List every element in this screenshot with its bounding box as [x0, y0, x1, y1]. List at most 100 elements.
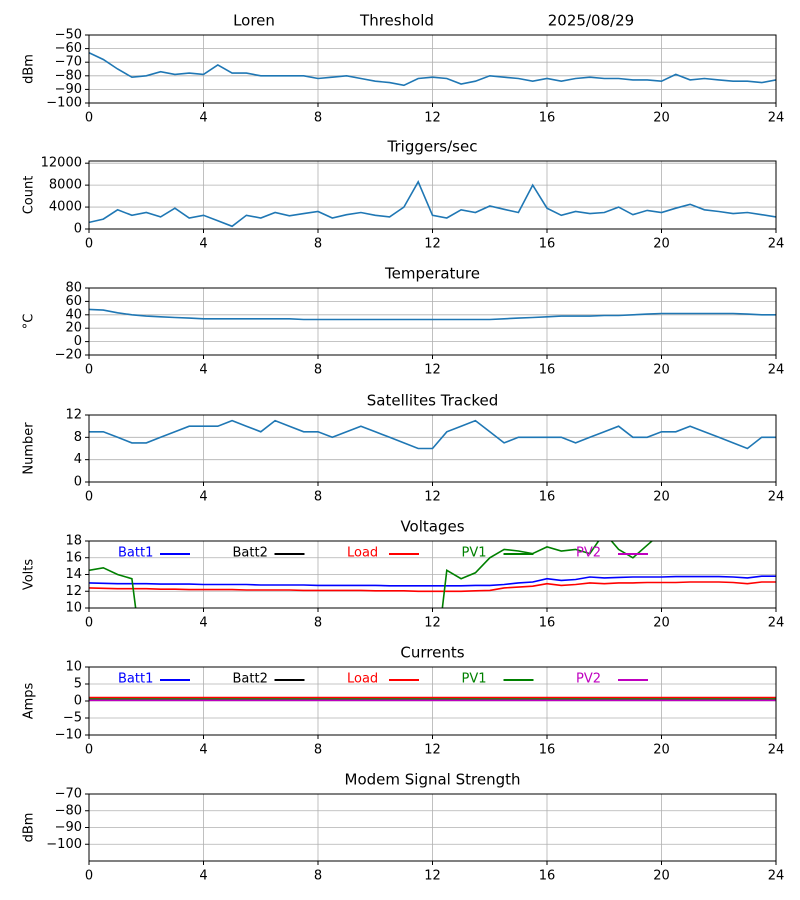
x-tick-label: 4: [199, 237, 207, 252]
y-axis-label: Amps: [22, 682, 37, 719]
y-tick-label: 40: [65, 307, 82, 322]
y-axis-label: °C: [22, 314, 37, 330]
y-tick-label: 4: [74, 452, 82, 467]
y-tick-label: −100: [46, 837, 82, 852]
legend-label: Load: [347, 546, 378, 561]
y-tick-label: 14: [65, 567, 82, 582]
x-tick-label: 0: [85, 616, 93, 631]
x-tick-label: 20: [653, 111, 670, 126]
x-tick-label: 12: [424, 869, 441, 884]
x-tick-label: 0: [85, 743, 93, 758]
chart-title: Voltages: [400, 518, 464, 536]
y-tick-label: 8000: [49, 178, 82, 193]
x-tick-label: 24: [768, 111, 785, 126]
x-tick-label: 16: [539, 869, 556, 884]
y-axis-label: Volts: [22, 559, 37, 591]
y-tick-label: −10: [55, 728, 82, 743]
y-tick-label: −90: [55, 82, 82, 97]
chart-title: Triggers/sec: [387, 138, 478, 156]
x-tick-label: 4: [199, 490, 207, 505]
x-tick-label: 4: [199, 363, 207, 378]
series-line: [89, 308, 776, 321]
axes-frame: [88, 414, 777, 483]
x-tick-label: 8: [314, 490, 322, 505]
x-tick-label: 16: [539, 111, 556, 126]
y-tick-label: 16: [65, 550, 82, 565]
x-tick-label: 4: [199, 111, 207, 126]
y-tick-label: 12: [65, 408, 82, 423]
x-tick-label: 8: [314, 616, 322, 631]
y-tick-label: 0: [74, 475, 82, 490]
panel: 0 4 8 12 16 20 24 −100 −90 −80−70 Modem Signal Str…: [22, 771, 785, 884]
x-tick-label: 24: [768, 743, 785, 758]
axes-frame: [88, 160, 777, 230]
chart-title: Temperature: [384, 265, 480, 283]
x-tick-label: 24: [768, 237, 785, 252]
y-tick-label: −5: [63, 711, 82, 726]
y-tick-label: 5: [74, 677, 82, 692]
chart-title: Loren: [233, 12, 275, 30]
y-axis-label: Count: [22, 176, 37, 215]
chart-title: Currents: [400, 644, 464, 662]
x-tick-label: 8: [314, 111, 322, 126]
series-line: [89, 51, 776, 87]
y-tick-label: 12: [65, 584, 82, 599]
x-tick-label: 20: [653, 743, 670, 758]
x-tick-label: 8: [314, 237, 322, 252]
x-tick-label: 8: [314, 363, 322, 378]
x-tick-label: 0: [85, 237, 93, 252]
panel: 0 4 8 12 16 20 24 0 4000 8000 12000 Triggers/sec Cou…: [22, 138, 785, 252]
legend-label: PV1: [462, 546, 487, 561]
y-tick-label: 4000: [49, 200, 82, 215]
x-tick-label: 20: [653, 869, 670, 884]
x-tick-label: 12: [424, 743, 441, 758]
series-line: [89, 419, 776, 450]
axes-frame: [88, 666, 777, 736]
x-tick-label: 20: [653, 237, 670, 252]
x-tick-label: 8: [314, 743, 322, 758]
y-tick-label: −80: [55, 803, 82, 818]
y-axis-label: dBm: [22, 54, 37, 84]
panel: 0 4 8 12 16 20 24 −10 −5 0 5 10 Batt1 Batt2 Load PV1 PV2…: [22, 644, 785, 758]
x-tick-label: 16: [539, 616, 556, 631]
axes-frame: [88, 793, 777, 862]
y-axis-label: Number: [22, 422, 37, 475]
x-tick-label: 24: [768, 616, 785, 631]
x-tick-label: 24: [768, 869, 785, 884]
x-tick-label: 0: [85, 869, 93, 884]
y-tick-label: −80: [55, 68, 82, 83]
x-tick-label: 20: [653, 616, 670, 631]
y-tick-label: 18: [65, 534, 82, 549]
y-tick-label: 10: [65, 601, 82, 616]
x-tick-label: 20: [653, 363, 670, 378]
y-tick-label: −70: [55, 787, 82, 802]
y-tick-label: 20: [65, 321, 82, 336]
y-axis-label: dBm: [22, 813, 37, 843]
x-tick-label: 4: [199, 616, 207, 631]
x-tick-label: 12: [424, 490, 441, 505]
x-tick-label: 20: [653, 490, 670, 505]
panel: 0 4 8 12 16 20 24 0 4 8 12 Satellites Tracked Number: [22, 392, 785, 505]
y-tick-label: −90: [55, 820, 82, 835]
x-tick-label: 8: [314, 869, 322, 884]
x-tick-label: 0: [85, 111, 93, 126]
y-tick-label: −60: [55, 41, 82, 56]
axes-frame: [88, 287, 777, 356]
y-tick-label: 10: [65, 660, 82, 675]
x-tick-label: 24: [768, 363, 785, 378]
series-line: [89, 575, 776, 587]
x-tick-label: 0: [85, 490, 93, 505]
legend-label: Batt2: [233, 546, 268, 561]
legend-label: Batt1: [118, 672, 153, 687]
legend-label: Load: [347, 672, 378, 687]
y-tick-label: −70: [55, 55, 82, 70]
panel: 0 4 8 12 16 20 24 −100−90−80−70−60−50 Loren Thres…: [22, 12, 785, 126]
y-tick-label: 0: [74, 222, 82, 237]
chart-title: Satellites Tracked: [367, 392, 498, 410]
x-tick-label: 12: [424, 616, 441, 631]
x-tick-label: 16: [539, 490, 556, 505]
y-tick-label: −20: [55, 348, 82, 363]
y-tick-label: 8: [74, 430, 82, 445]
